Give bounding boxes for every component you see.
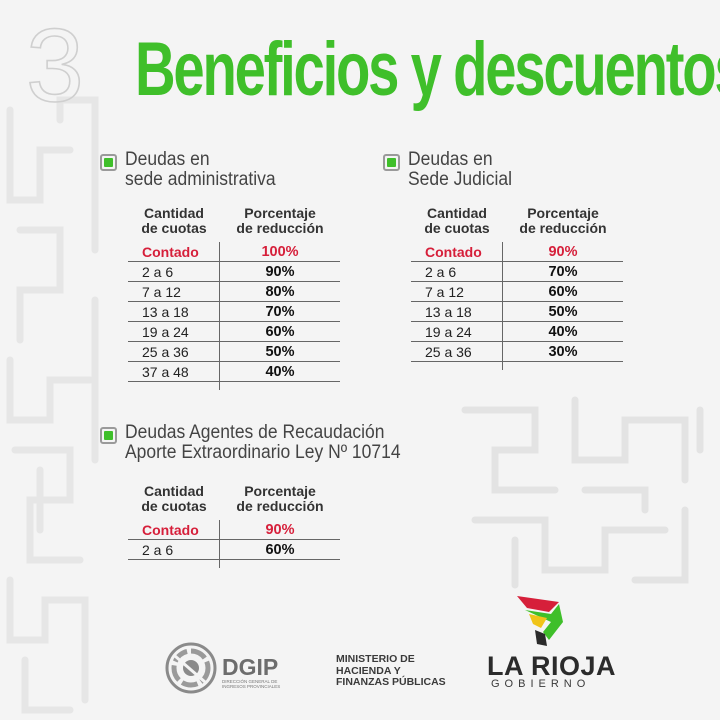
table-row: 2 a 6 90% — [128, 262, 340, 282]
cell-porcentaje: 40% — [265, 363, 295, 380]
table-divider-tail — [128, 382, 220, 390]
table-row: 2 a 6 60% — [128, 540, 340, 560]
table-row: 25 a 36 50% — [128, 342, 340, 362]
dgip-name: DGIP — [222, 654, 279, 680]
background-pattern-right — [461, 396, 704, 589]
table-row: Contado 90% — [411, 242, 623, 262]
column-header-cuotas: Cantidad de cuotas — [141, 205, 207, 236]
table-row: 19 a 24 40% — [411, 322, 623, 342]
table-divider-tail — [411, 362, 503, 370]
cell-cuotas: 25 a 36 — [128, 342, 220, 361]
cell-porcentaje: 70% — [265, 303, 295, 320]
section-title: Deudas Agentes de Recaudación Aporte Ext… — [125, 422, 401, 463]
column-header-porcentaje: Porcentaje de reducción — [519, 205, 607, 236]
section-agentes-header: Deudas Agentes de Recaudación Aporte Ext… — [100, 423, 425, 463]
table-judicial: Cantidad de cuotas Porcentaje de reducci… — [411, 204, 623, 370]
cell-cuotas: 19 a 24 — [128, 322, 220, 341]
cell-cuotas: 19 a 24 — [411, 322, 503, 341]
table-administrativa: Cantidad de cuotas Porcentaje de reducci… — [128, 204, 340, 390]
section-title: Deudas en sede administrativa — [125, 149, 276, 190]
table-row: 25 a 36 30% — [411, 342, 623, 362]
cell-cuotas: 13 a 18 — [411, 302, 503, 321]
cell-cuotas: Contado — [128, 242, 220, 261]
cell-porcentaje: 40% — [548, 323, 578, 340]
table-row: 7 a 12 80% — [128, 282, 340, 302]
cell-cuotas: 7 a 12 — [128, 282, 220, 301]
dgip-subtitle: Dirección General de Ingresos Provincial… — [222, 679, 281, 689]
table-row: 2 a 6 70% — [411, 262, 623, 282]
table-agentes: Cantidad de cuotas Porcentaje de reducci… — [128, 482, 340, 568]
cell-porcentaje: 80% — [265, 283, 295, 300]
cell-cuotas: Contado — [411, 242, 503, 261]
cell-cuotas: 13 a 18 — [128, 302, 220, 321]
cell-porcentaje: 60% — [548, 283, 578, 300]
cell-cuotas: 37 a 48 — [128, 362, 220, 381]
checkbox-bullet-icon — [100, 427, 117, 444]
cell-cuotas: 7 a 12 — [411, 282, 503, 301]
cell-porcentaje: 90% — [265, 263, 295, 280]
cell-porcentaje: 100% — [261, 243, 299, 260]
dgip-logo-icon — [165, 642, 217, 694]
table-row: 13 a 18 70% — [128, 302, 340, 322]
cell-porcentaje: 90% — [548, 243, 578, 260]
section-judicial-header: Deudas en Sede Judicial — [383, 150, 521, 190]
cell-porcentaje: 60% — [265, 323, 295, 340]
table-row: 37 a 48 40% — [128, 362, 340, 382]
table-row: 13 a 18 50% — [411, 302, 623, 322]
cell-cuotas: 2 a 6 — [128, 540, 220, 559]
cell-cuotas: Contado — [128, 520, 220, 539]
column-header-porcentaje: Porcentaje de reducción — [236, 205, 324, 236]
table-row: 19 a 24 60% — [128, 322, 340, 342]
cell-porcentaje: 90% — [265, 521, 295, 538]
checkbox-bullet-icon — [383, 154, 400, 171]
table-row: 7 a 12 60% — [411, 282, 623, 302]
table-row: Contado 90% — [128, 520, 340, 540]
page-title: Beneficios y descuentos — [135, 27, 720, 112]
cell-porcentaje: 70% — [548, 263, 578, 280]
cell-porcentaje: 50% — [548, 303, 578, 320]
la-rioja-logo-icon — [517, 596, 563, 646]
table-divider-tail — [128, 560, 220, 568]
section-administrativa-header: Deudas en sede administrativa — [100, 150, 289, 190]
page-number: 3 — [25, 8, 84, 124]
cell-porcentaje: 60% — [265, 541, 295, 558]
cell-porcentaje: 30% — [548, 343, 578, 360]
column-header-cuotas: Cantidad de cuotas — [424, 205, 490, 236]
cell-cuotas: 2 a 6 — [128, 262, 220, 281]
checkbox-bullet-icon — [100, 154, 117, 171]
cell-porcentaje: 50% — [265, 343, 295, 360]
section-title: Deudas en Sede Judicial — [408, 149, 512, 190]
column-header-cuotas: Cantidad de cuotas — [141, 483, 207, 514]
table-row: Contado 100% — [128, 242, 340, 262]
cell-cuotas: 2 a 6 — [411, 262, 503, 281]
gobierno-label: GOBIERNO — [491, 678, 591, 690]
la-rioja-name: LA RIOJA — [487, 651, 617, 681]
ministerio-label: MINISTERIO DE HACIENDA Y FINANZAS PÚBLIC… — [336, 653, 446, 688]
column-header-porcentaje: Porcentaje de reducción — [236, 483, 324, 514]
cell-cuotas: 25 a 36 — [411, 342, 503, 361]
